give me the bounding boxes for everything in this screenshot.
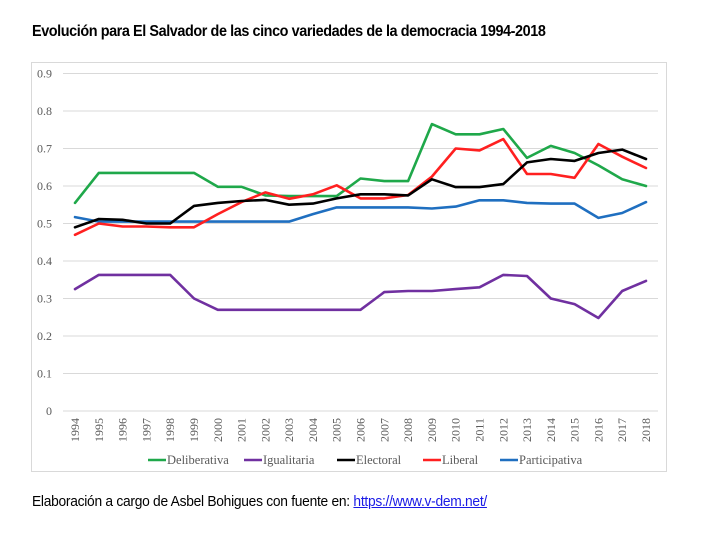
x-tick-label: 1999 <box>187 418 201 442</box>
chart-frame <box>31 62 667 472</box>
x-tick-label: 2005 <box>330 418 344 442</box>
legend-item-electoral: Electoral <box>337 453 402 467</box>
y-tick-label: 0.3 <box>37 292 52 306</box>
x-tick-label: 1996 <box>116 418 130 442</box>
x-tick-label: 2004 <box>306 418 320 442</box>
legend-label: Igualitaria <box>263 453 315 467</box>
legend-label: Liberal <box>442 453 479 467</box>
legend-label: Deliberativa <box>167 453 229 467</box>
series-lines <box>73 122 648 320</box>
chart-title: Evolución para El Salvador de las cinco … <box>32 23 546 40</box>
legend-item-igualitaria: Igualitaria <box>244 453 315 467</box>
x-tick-label: 2018 <box>639 418 653 442</box>
series-liberal <box>73 137 648 237</box>
legend-label: Participativa <box>519 453 583 467</box>
x-tick-label: 2002 <box>258 418 272 442</box>
source-link[interactable]: https://www.v-dem.net/ <box>353 493 487 510</box>
y-tick-label: 0.6 <box>37 179 52 193</box>
source-text: Elaboración a cargo de Asbel Bohigues co… <box>32 493 354 510</box>
x-tick-label: 2006 <box>354 418 368 442</box>
series-line-liberal <box>73 137 648 237</box>
y-tick-label: 0.7 <box>37 142 52 156</box>
series-deliberativa <box>73 122 648 205</box>
x-tick-label: 1995 <box>92 418 106 442</box>
x-tick-label: 2011 <box>472 418 486 442</box>
source-note: Elaboración a cargo de Asbel Bohigues co… <box>32 493 487 510</box>
x-tick-label: 2016 <box>591 418 605 442</box>
series-line-electoral <box>73 148 648 229</box>
series-electoral <box>73 148 648 229</box>
series-line-deliberativa <box>73 122 648 205</box>
x-tick-label: 2008 <box>401 418 415 442</box>
series-line-igualitaria <box>73 273 648 320</box>
legend-label: Electoral <box>356 453 402 467</box>
x-tick-label: 2001 <box>235 418 249 442</box>
x-tick-label: 2000 <box>211 418 225 442</box>
x-tick-label: 2017 <box>615 418 629 442</box>
x-tick-label: 2013 <box>520 418 534 442</box>
y-tick-label: 0.8 <box>37 104 52 118</box>
x-tick-label: 2007 <box>377 418 391 442</box>
x-tick-label: 2015 <box>568 418 582 442</box>
x-tick-label: 1997 <box>139 418 153 442</box>
y-tick-label: 0.4 <box>37 254 52 268</box>
x-tick-label: 1994 <box>68 418 82 442</box>
gridlines <box>63 73 658 412</box>
y-axis-ticks: 0 0.1 0.2 0.3 0.4 0.5 0.6 0.7 0.8 0.9 <box>37 67 52 419</box>
legend-item-liberal: Liberal <box>423 453 479 467</box>
y-tick-label: 0.1 <box>37 367 52 381</box>
y-tick-label: 0.2 <box>37 329 52 343</box>
x-tick-label: 2014 <box>544 418 558 442</box>
x-tick-label: 2009 <box>425 418 439 442</box>
y-tick-label: 0.9 <box>37 67 52 81</box>
legend: Deliberativa Igualitaria Electoral Liberal P… <box>148 453 583 467</box>
x-tick-label: 2012 <box>496 418 510 442</box>
x-axis-ticks: 1994 1995 1996 1997 1998 1999 2000 2001 2002 2003… <box>68 418 653 442</box>
legend-item-deliberativa: Deliberativa <box>148 453 229 467</box>
legend-item-participativa: Participativa <box>500 453 583 467</box>
x-tick-label: 1998 <box>163 418 177 442</box>
series-participativa <box>73 199 648 223</box>
y-tick-label: 0.5 <box>37 217 52 231</box>
series-igualitaria <box>73 273 648 320</box>
y-tick-label: 0 <box>46 404 52 418</box>
x-tick-label: 2010 <box>449 418 463 442</box>
x-tick-label: 2003 <box>282 418 296 442</box>
series-line-participativa <box>73 199 648 223</box>
